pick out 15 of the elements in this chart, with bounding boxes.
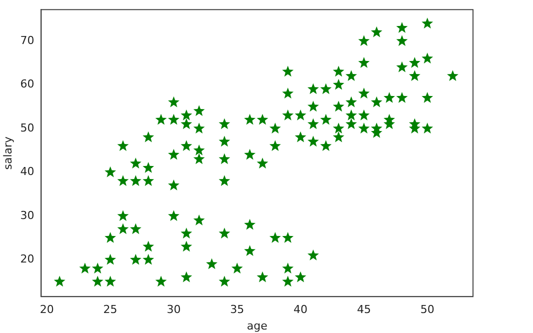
x-tick-label: 20	[40, 303, 54, 316]
y-tick-label: 20	[20, 252, 34, 266]
x-axis-title: age	[246, 319, 268, 332]
x-tick-label: 50	[420, 303, 434, 316]
x-tick-label: 25	[103, 303, 118, 316]
x-tick-label: 35	[230, 303, 244, 316]
y-tick-label: 70	[20, 34, 34, 47]
y-tick-label: 40	[20, 165, 34, 178]
y-axis-title: salary	[1, 136, 14, 170]
x-tick-label: 40	[294, 303, 308, 316]
y-tick-label: 60	[20, 78, 34, 91]
x-tick-label: 45	[356, 303, 371, 316]
y-tick-label: 30	[20, 208, 34, 222]
y-tick-label: 50	[20, 121, 34, 134]
x-tick-label: 30	[166, 303, 181, 316]
